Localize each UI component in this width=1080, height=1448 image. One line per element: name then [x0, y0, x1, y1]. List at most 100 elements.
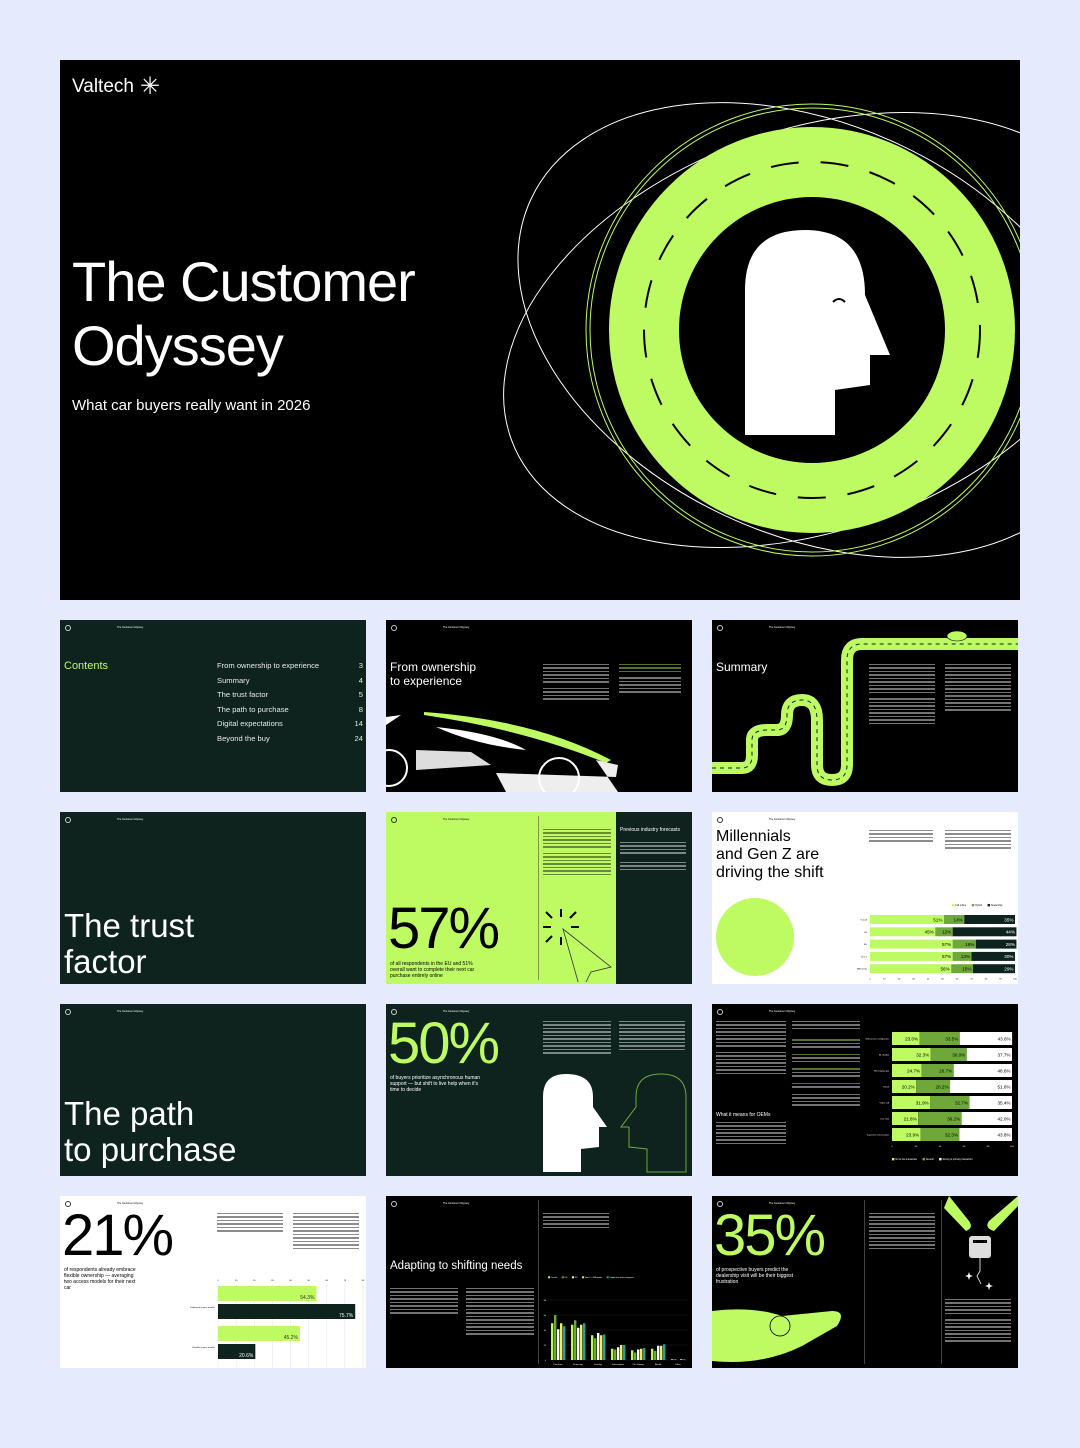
x-tick-label: 0	[891, 1146, 893, 1148]
title-line: and Gen Z are	[716, 846, 820, 863]
body-text	[217, 1213, 283, 1232]
title-line: The Customer	[72, 250, 416, 313]
trust-factor-page[interactable]: The Customer Odyssey The trust factor	[60, 812, 366, 984]
y-tick-label: 20	[544, 1345, 547, 1347]
access-models-chart: 0 10 20 30 40 50 60 70 80 Traditional access mode…	[190, 1280, 365, 1368]
stat-value: 57%	[388, 896, 500, 961]
x-tick-label: 70	[344, 1280, 347, 1282]
title-line: Millennials	[716, 828, 791, 845]
bar-segment	[918, 1112, 962, 1125]
stat-35-page[interactable]: The Customer Odyssey 35% of prospective …	[712, 1196, 1018, 1368]
stat-57-page[interactable]: The Customer Odyssey 57% of all responde…	[386, 812, 692, 984]
toc-item[interactable]: Beyond the buy 24	[217, 734, 363, 749]
summary-page[interactable]: The Customer Odyssey Summary	[712, 620, 1018, 792]
toc-item[interactable]: Digital expectations 14	[217, 719, 363, 734]
x-tick-label: 30	[912, 979, 915, 981]
data-label: 35%	[1004, 917, 1013, 922]
logo-icon	[717, 625, 723, 631]
stat-21-page[interactable]: The Customer Odyssey 21% of respondents …	[60, 1196, 366, 1368]
legend-label: US	[565, 1277, 568, 1279]
bar-segment	[892, 1064, 922, 1077]
header-title: The Customer Odyssey	[117, 1010, 144, 1013]
millennials-page[interactable]: The Customer Odyssey Millennials and Gen…	[712, 812, 1018, 984]
y-tick-label: 0	[545, 1360, 547, 1362]
header-title: The Customer Odyssey	[769, 818, 796, 821]
category-label: Gen Z	[861, 956, 868, 958]
y-tick-label: 80	[544, 1300, 547, 1302]
bar-segment	[930, 1048, 967, 1061]
x-tick-label: 60	[963, 1146, 966, 1148]
category-label: Financing	[573, 1364, 583, 1366]
category-label: Video call	[880, 1103, 890, 1105]
bar	[640, 1348, 643, 1360]
header-title: The Customer Odyssey	[769, 626, 796, 629]
data-label: 51.6%	[997, 1084, 1010, 1089]
toc-page-number: 3	[358, 661, 363, 670]
path-to-purchase-page[interactable]: The Customer Odyssey The path to purchas…	[60, 1004, 366, 1176]
bar	[680, 1359, 683, 1360]
toc-label: The path to purchase	[217, 704, 289, 714]
access-models-grouped-chart: Overall US EU Gen Z + Millennials Digital-fi…	[544, 1276, 688, 1366]
data-label: 32.3%	[916, 1052, 929, 1057]
stat-50-page[interactable]: The Customer Odyssey 50% of buyers prior…	[386, 1004, 692, 1176]
bar	[580, 1324, 583, 1360]
key-handover-illustration	[944, 1196, 1018, 1290]
bar-segment	[919, 1032, 960, 1045]
toc-item[interactable]: The trust factor 5	[217, 690, 363, 705]
x-tick-label: 50	[941, 979, 944, 981]
data-label: 43.6%	[998, 1036, 1011, 1041]
body-text	[293, 1213, 359, 1250]
toc-item[interactable]: The path to purchase 8	[217, 705, 363, 720]
bar-segment	[964, 915, 1015, 924]
legend-label: Strong to primary interaction	[943, 1158, 974, 1161]
x-tick-label: 40	[927, 979, 930, 981]
legend-swatch	[548, 1276, 550, 1279]
legend-swatch	[892, 1157, 895, 1161]
cursor-click-icon	[543, 909, 612, 982]
body-text	[869, 1213, 935, 1250]
data-label: 44%	[1006, 930, 1015, 935]
contents-page[interactable]: The Customer Odyssey Contents From owner…	[60, 620, 366, 792]
legend-swatch	[971, 903, 975, 907]
toc-label: Digital expectations	[217, 719, 283, 729]
category-label: Live chat	[880, 1118, 889, 1121]
data-label: 31.9%	[916, 1100, 929, 1105]
forecast-sidebar: Previous industry forecasts	[616, 812, 692, 984]
data-label: 24.7%	[907, 1068, 920, 1073]
data-label: 51%	[933, 917, 942, 922]
body-text	[792, 1021, 860, 1106]
bar-segment	[870, 951, 953, 961]
x-tick-label: 80	[362, 1280, 365, 1282]
bar-segment	[952, 927, 1017, 937]
bar-segment	[892, 1080, 917, 1093]
bar	[651, 1348, 654, 1360]
logo-icon	[391, 1009, 397, 1015]
bar	[583, 1323, 586, 1360]
cover-subtitle: What car buyers really want in 2026	[72, 397, 311, 414]
toc-item[interactable]: Summary 4	[217, 676, 363, 691]
bar	[663, 1344, 666, 1360]
data-label: 42.0%	[997, 1116, 1010, 1121]
x-tick-label: 70	[970, 979, 973, 981]
toc-label: Summary	[217, 675, 250, 685]
category-label: AI chatbot	[879, 1054, 889, 1057]
data-label: 43.8%	[997, 1132, 1010, 1137]
bar-segment	[892, 1032, 920, 1045]
toc-page-number: 5	[358, 690, 363, 700]
bar	[660, 1345, 663, 1360]
legend-label: EU	[575, 1277, 578, 1279]
title-line: driving the shift	[716, 864, 824, 881]
category-label: Other	[675, 1363, 681, 1366]
category-label: EU	[864, 944, 867, 946]
x-tick-label: 80	[985, 979, 988, 981]
ownership-page[interactable]: The Customer Odyssey From ownership to e…	[386, 620, 692, 792]
oem-implications-page[interactable]: The Customer Odyssey What it means for O…	[712, 1004, 1018, 1176]
x-tick-label: 60	[956, 979, 959, 981]
toc-item[interactable]: From ownership to experience 3	[217, 661, 363, 676]
x-tick-label: 20	[253, 1280, 256, 1282]
data-label: 20.2%	[902, 1084, 915, 1089]
header-title: The Customer Odyssey	[117, 818, 144, 821]
body-text	[945, 664, 1011, 711]
x-tick-label: 50	[307, 1280, 310, 1282]
adapting-page[interactable]: The Customer Odyssey Adapting to shiftin…	[386, 1196, 692, 1368]
